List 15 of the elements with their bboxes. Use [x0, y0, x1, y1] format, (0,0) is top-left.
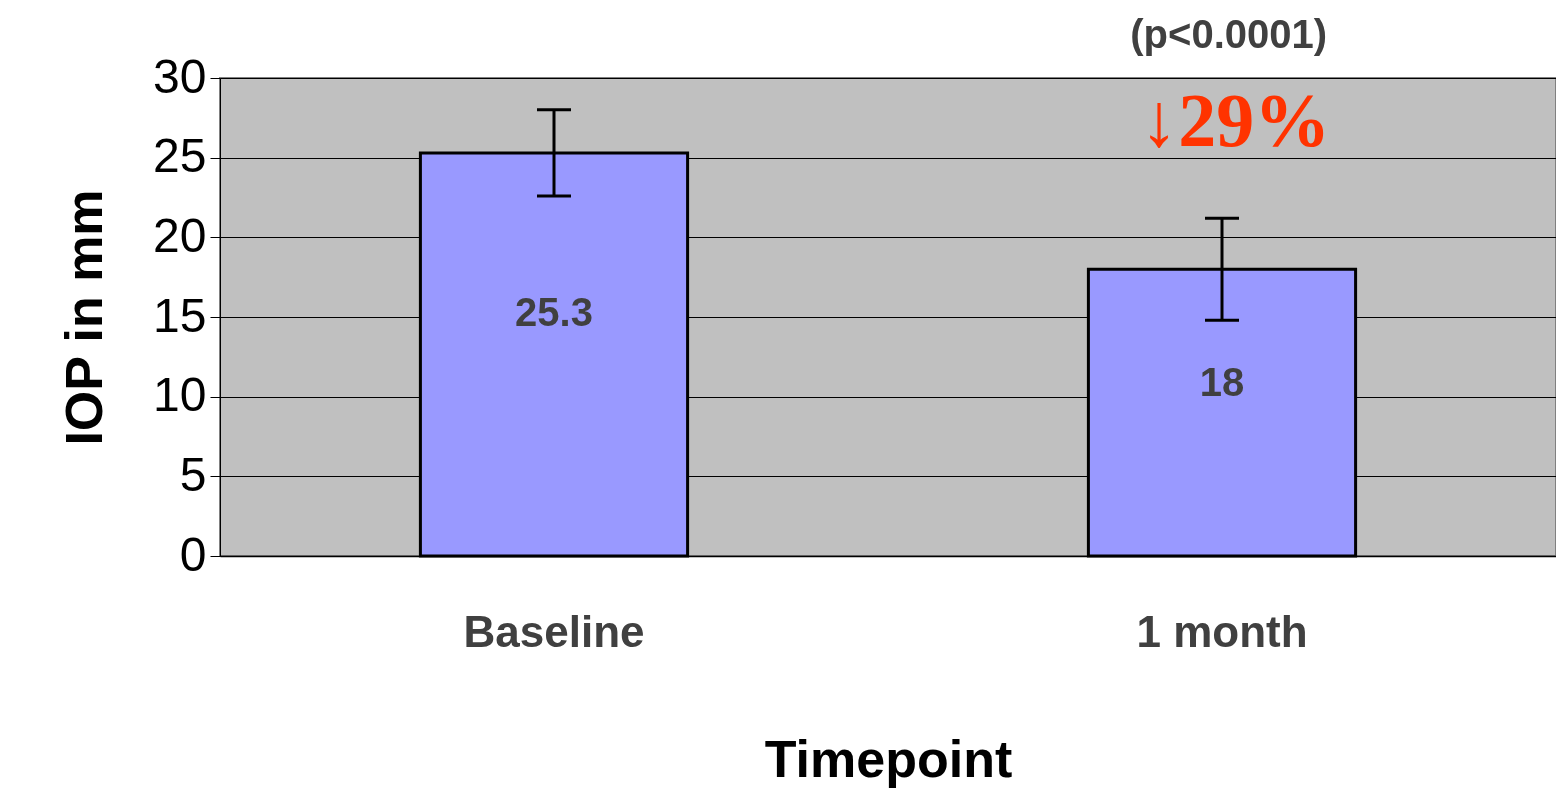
data-label: 18	[1199, 359, 1245, 404]
y-tick-label: 25	[153, 129, 207, 183]
y-tick-label: 15	[153, 288, 207, 342]
y-tick-label: 0	[179, 527, 207, 581]
y-tick-label: 20	[153, 208, 207, 262]
y-tick-label: 30	[153, 49, 207, 103]
annotation: ↓29%	[1140, 78, 1331, 162]
y-tick-label: 5	[179, 447, 207, 501]
data-label: 25.3	[515, 290, 593, 335]
x-tick-label: Baseline	[463, 606, 645, 656]
x-tick-label: 1 month	[1136, 606, 1308, 656]
y-tick-label: 10	[153, 368, 207, 422]
x-axis-title: Timepoint	[764, 729, 1013, 788]
y-axis-title: IOP in mm	[55, 189, 114, 446]
text: (p<0.0001)	[1130, 12, 1328, 56]
